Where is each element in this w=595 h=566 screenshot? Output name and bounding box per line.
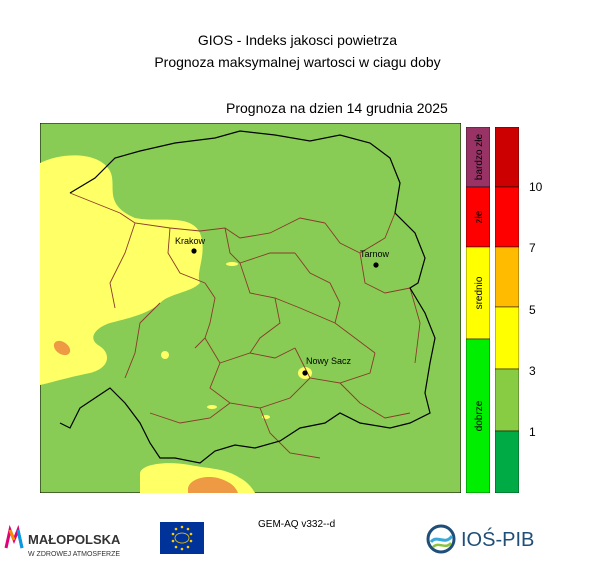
city-krakow: Krakow — [175, 236, 206, 254]
scale-swatch-0-1 — [495, 430, 519, 493]
moderate-spot-small1 — [226, 262, 238, 266]
forecast-date-label: Prognoza na dzien 14 grudnia 2025 — [226, 100, 448, 116]
region-border — [59, 130, 436, 464]
moderate-spot-small2 — [161, 351, 169, 359]
city-tarnow: Tarnow — [360, 249, 390, 268]
scale-tick-1: 1 — [529, 425, 536, 439]
ios-pib-logo-graphic: IOŚ-PIB — [426, 524, 534, 554]
category-label-zle: złe — [474, 210, 485, 223]
scale-tick-7: 7 — [529, 241, 536, 255]
eu-flag-icon — [160, 522, 204, 554]
malopolska-name: MAŁOPOLSKA — [28, 532, 121, 547]
model-version-label: GEM-AQ v332--d — [258, 519, 336, 530]
ios-pib-name: IOŚ-PIB — [461, 527, 534, 551]
malopolska-logo-graphic: MAŁOPOLSKA W ZDROWEJ ATMOSFERZE — [4, 524, 121, 558]
scale-swatch-1-3 — [495, 368, 519, 432]
moderate-area-west — [40, 155, 203, 385]
scale-swatch-5-7 — [495, 246, 519, 308]
city-nowy-sacz: Nowy Sacz — [302, 356, 352, 376]
scale-tick-3: 3 — [529, 364, 536, 378]
scale-tick-5: 5 — [529, 303, 536, 317]
city-label-nowy-sacz: Nowy Sacz — [306, 356, 352, 366]
index-scale-bar — [495, 127, 519, 493]
city-label-krakow: Krakow — [175, 236, 206, 246]
category-legend-bar: bardzo złe złe srednio dobrze — [466, 127, 490, 493]
malopolska-logo: MAŁOPOLSKA W ZDROWEJ ATMOSFERZE — [4, 524, 154, 565]
city-label-tarnow: Tarnow — [360, 249, 390, 259]
moderate-spot-small3 — [207, 405, 217, 409]
map-subtitle: Prognoza maksymalnej wartosci w ciagu do… — [154, 54, 441, 70]
category-srednio-swatch — [466, 246, 490, 340]
category-dobrze-swatch — [466, 338, 490, 493]
category-label-bardzo-zle: bardzo złe — [474, 133, 485, 180]
malopolska-tagline: W ZDROWEJ ATMOSFERZE — [28, 551, 120, 558]
scale-swatch-3-5 — [495, 306, 519, 370]
category-label-dobrze: dobrze — [474, 400, 485, 431]
bad-area-west — [53, 340, 71, 356]
ios-pib-logo: IOŚ-PIB — [425, 522, 555, 561]
scale-tick-10: 10 — [529, 180, 543, 194]
map-title: GIOS - Indeks jakosci powietrza — [197, 32, 398, 48]
county-borders — [69, 192, 421, 459]
eu-life-logo — [160, 522, 204, 559]
bad-area-south — [188, 477, 238, 493]
air-quality-map: Krakow Tarnow Nowy Sacz — [40, 123, 461, 493]
scale-swatch-7-10 — [495, 186, 519, 248]
category-label-srednio: srednio — [474, 276, 485, 309]
scale-swatch-10plus — [495, 127, 519, 188]
